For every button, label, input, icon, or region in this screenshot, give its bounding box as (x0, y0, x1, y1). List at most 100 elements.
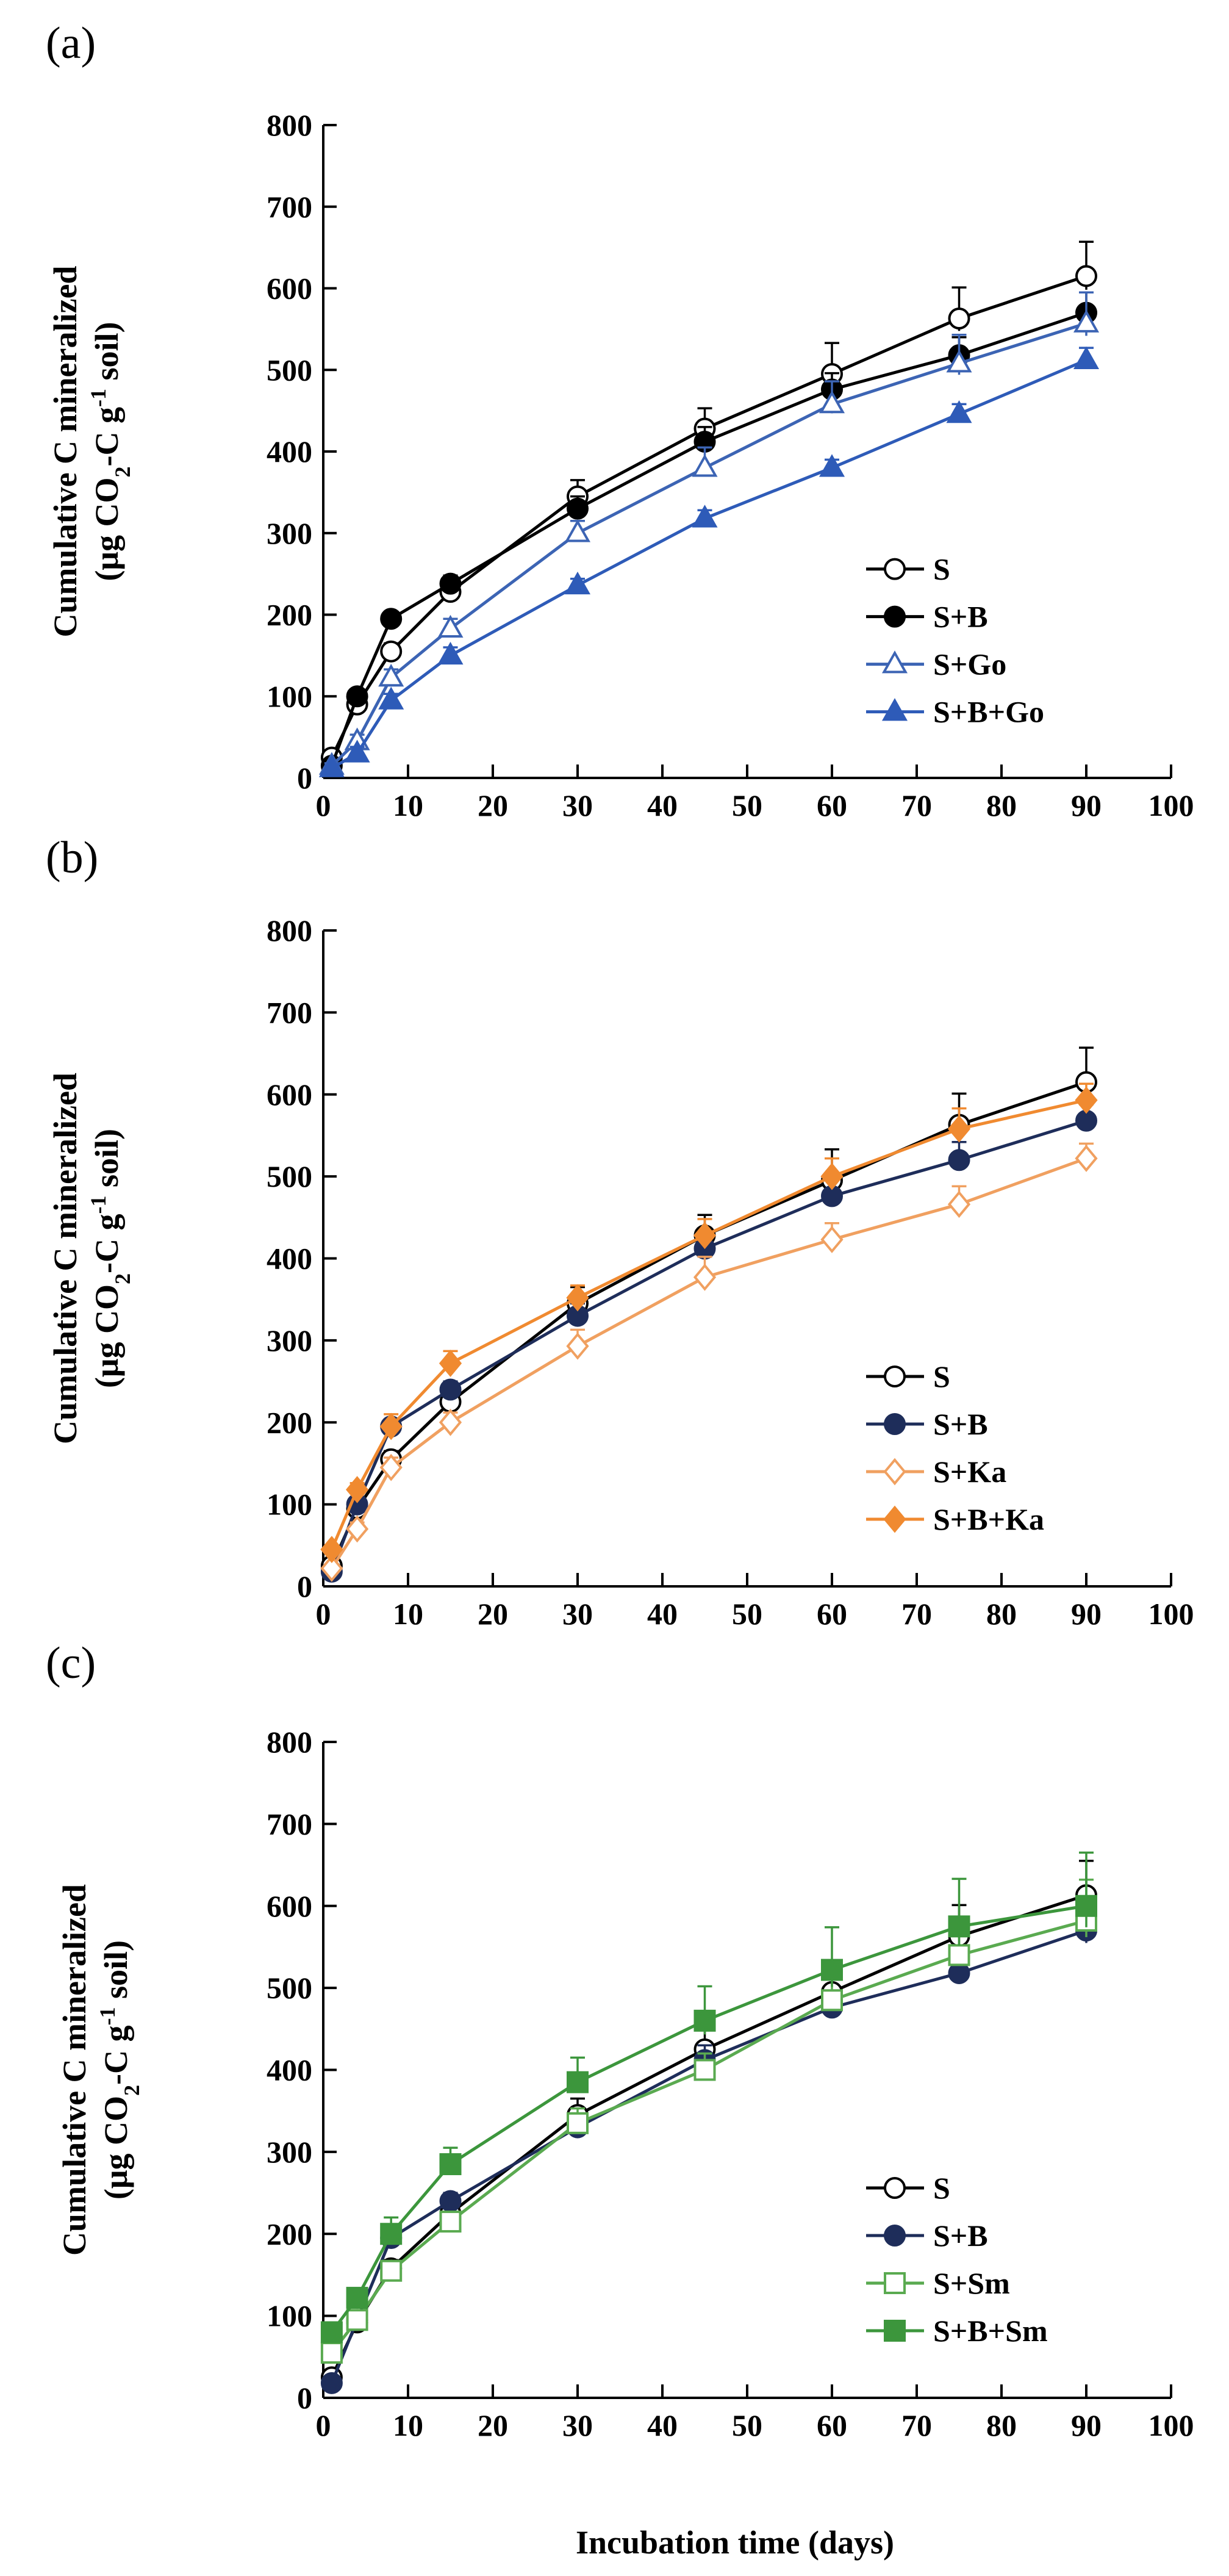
y-tick-label: 800 (267, 913, 312, 948)
legend-marker (881, 650, 908, 674)
y-axis-title-text: -C g (98, 2025, 134, 2084)
legend-marker (884, 558, 906, 580)
y-axis-title-line1: Cumulative C mineralized (47, 266, 84, 638)
y-axis-title: Cumulative C mineralized (μg CO2-C g-1 so… (56, 1884, 144, 2256)
x-tick-label: 80 (986, 2408, 1017, 2442)
data-point (439, 1350, 462, 1377)
x-tick-label: 10 (393, 2408, 423, 2442)
x-tick-label: 60 (817, 1597, 847, 1631)
data-point (439, 1378, 462, 1401)
y-tick-label: 0 (297, 1569, 312, 1603)
y-axis-title-text: -C g (88, 407, 125, 466)
data-point (380, 640, 403, 663)
y-tick-label: 700 (267, 1807, 312, 1841)
data-point (948, 307, 970, 329)
x-tick-label: 30 (562, 788, 593, 822)
data-point (346, 2287, 368, 2309)
y-axis-title-text: soil) (88, 1129, 125, 1196)
x-tick-label: 70 (901, 1597, 932, 1631)
y-tick-label: 600 (267, 1078, 312, 1112)
y-axis-title-superscript: -1 (86, 1195, 110, 1214)
data-point (378, 664, 404, 687)
x-tick-label: 10 (393, 788, 423, 822)
y-tick-label: 100 (267, 1488, 312, 1522)
series-s-ka (320, 1142, 1098, 1582)
y-tick-label: 100 (267, 2299, 312, 2333)
legend-marker (883, 1458, 906, 1486)
data-point (566, 1332, 589, 1360)
data-point (345, 1515, 369, 1543)
data-point (320, 2342, 343, 2364)
data-point (320, 1555, 343, 1582)
y-tick-label: 0 (297, 761, 312, 795)
x-tick-label: 100 (1148, 1597, 1194, 1631)
panel-a: (a) Cumulative C mineralized (μg CO2-C g-1… (46, 18, 1194, 822)
x-tick-label: 90 (1071, 788, 1102, 822)
x-tick-label: 30 (562, 1597, 593, 1631)
x-tick-label: 90 (1071, 1597, 1102, 1631)
series-s-sm (320, 1879, 1097, 2364)
y-tick-label: 0 (297, 2381, 312, 2415)
data-point (819, 454, 845, 477)
y-tick-label: 200 (267, 1405, 312, 1439)
data-point (692, 505, 718, 528)
y-tick-label: 400 (267, 434, 312, 469)
y-axis-title-line2: (μg CO (88, 1284, 125, 1388)
data-point (439, 2190, 462, 2212)
y-tick-label: 400 (267, 2053, 312, 2087)
legend-label: S+Sm (933, 2266, 1010, 2300)
data-point (344, 739, 370, 763)
y-tick-label: 400 (267, 1242, 312, 1276)
data-point (693, 2009, 716, 2032)
panel-label: (b) (46, 833, 98, 883)
series-s (320, 1860, 1097, 2389)
legend-label: S+B (933, 600, 988, 634)
y-tick-label: 700 (267, 190, 312, 224)
y-axis-title-subscript: 2 (110, 466, 135, 477)
data-point (439, 2153, 462, 2176)
panel-label: (c) (46, 1638, 96, 1688)
y-tick-label: 800 (267, 1725, 312, 1759)
legend-marker (884, 2272, 906, 2294)
data-point (947, 1190, 971, 1218)
x-tick-label: 0 (316, 2408, 331, 2442)
data-point (437, 641, 464, 665)
y-axis-title-line1: Cumulative C mineralized (47, 1073, 84, 1444)
data-point (692, 454, 718, 477)
legend-marker (884, 1365, 906, 1387)
legend-label: S+B+Go (933, 695, 1044, 729)
data-point (948, 1962, 970, 1984)
data-point (567, 497, 589, 520)
data-point (947, 1115, 971, 1143)
data-point (380, 2259, 403, 2282)
y-tick-label: 100 (267, 679, 312, 713)
data-point (946, 350, 972, 373)
panel-label: (a) (46, 18, 96, 68)
data-point (567, 2071, 589, 2093)
data-point (1075, 1086, 1098, 1114)
legend-marker (884, 2177, 906, 2199)
y-tick-label: 300 (267, 2135, 312, 2169)
y-axis-title: Cumulative C mineralized (μg CO2-C g-1 so… (47, 1073, 135, 1444)
y-axis-title-text: soil) (98, 1940, 134, 2007)
y-tick-label: 200 (267, 598, 312, 632)
data-point (564, 519, 591, 542)
data-point (819, 390, 845, 414)
data-point (948, 1149, 970, 1171)
x-tick-label: 10 (393, 1597, 423, 1631)
panel-c: (c) Cumulative C mineralized (μg CO2-C g-1… (46, 1638, 1194, 2442)
x-tick-label: 60 (817, 2408, 847, 2442)
x-tick-label: 70 (901, 2408, 932, 2442)
data-point (1075, 1145, 1098, 1172)
data-point (346, 2309, 368, 2331)
y-tick-label: 300 (267, 516, 312, 550)
data-point (1075, 1894, 1097, 1917)
y-axis-title-line2: (μg CO (98, 2096, 134, 2200)
y-axis-title-line1: Cumulative C mineralized (56, 1884, 93, 2256)
x-tick-label: 0 (316, 788, 331, 822)
legend-marker (884, 1413, 906, 1435)
legend-label: S (933, 2171, 950, 2205)
legend-marker (884, 2320, 906, 2342)
series-s-b-sm (320, 1851, 1097, 2344)
